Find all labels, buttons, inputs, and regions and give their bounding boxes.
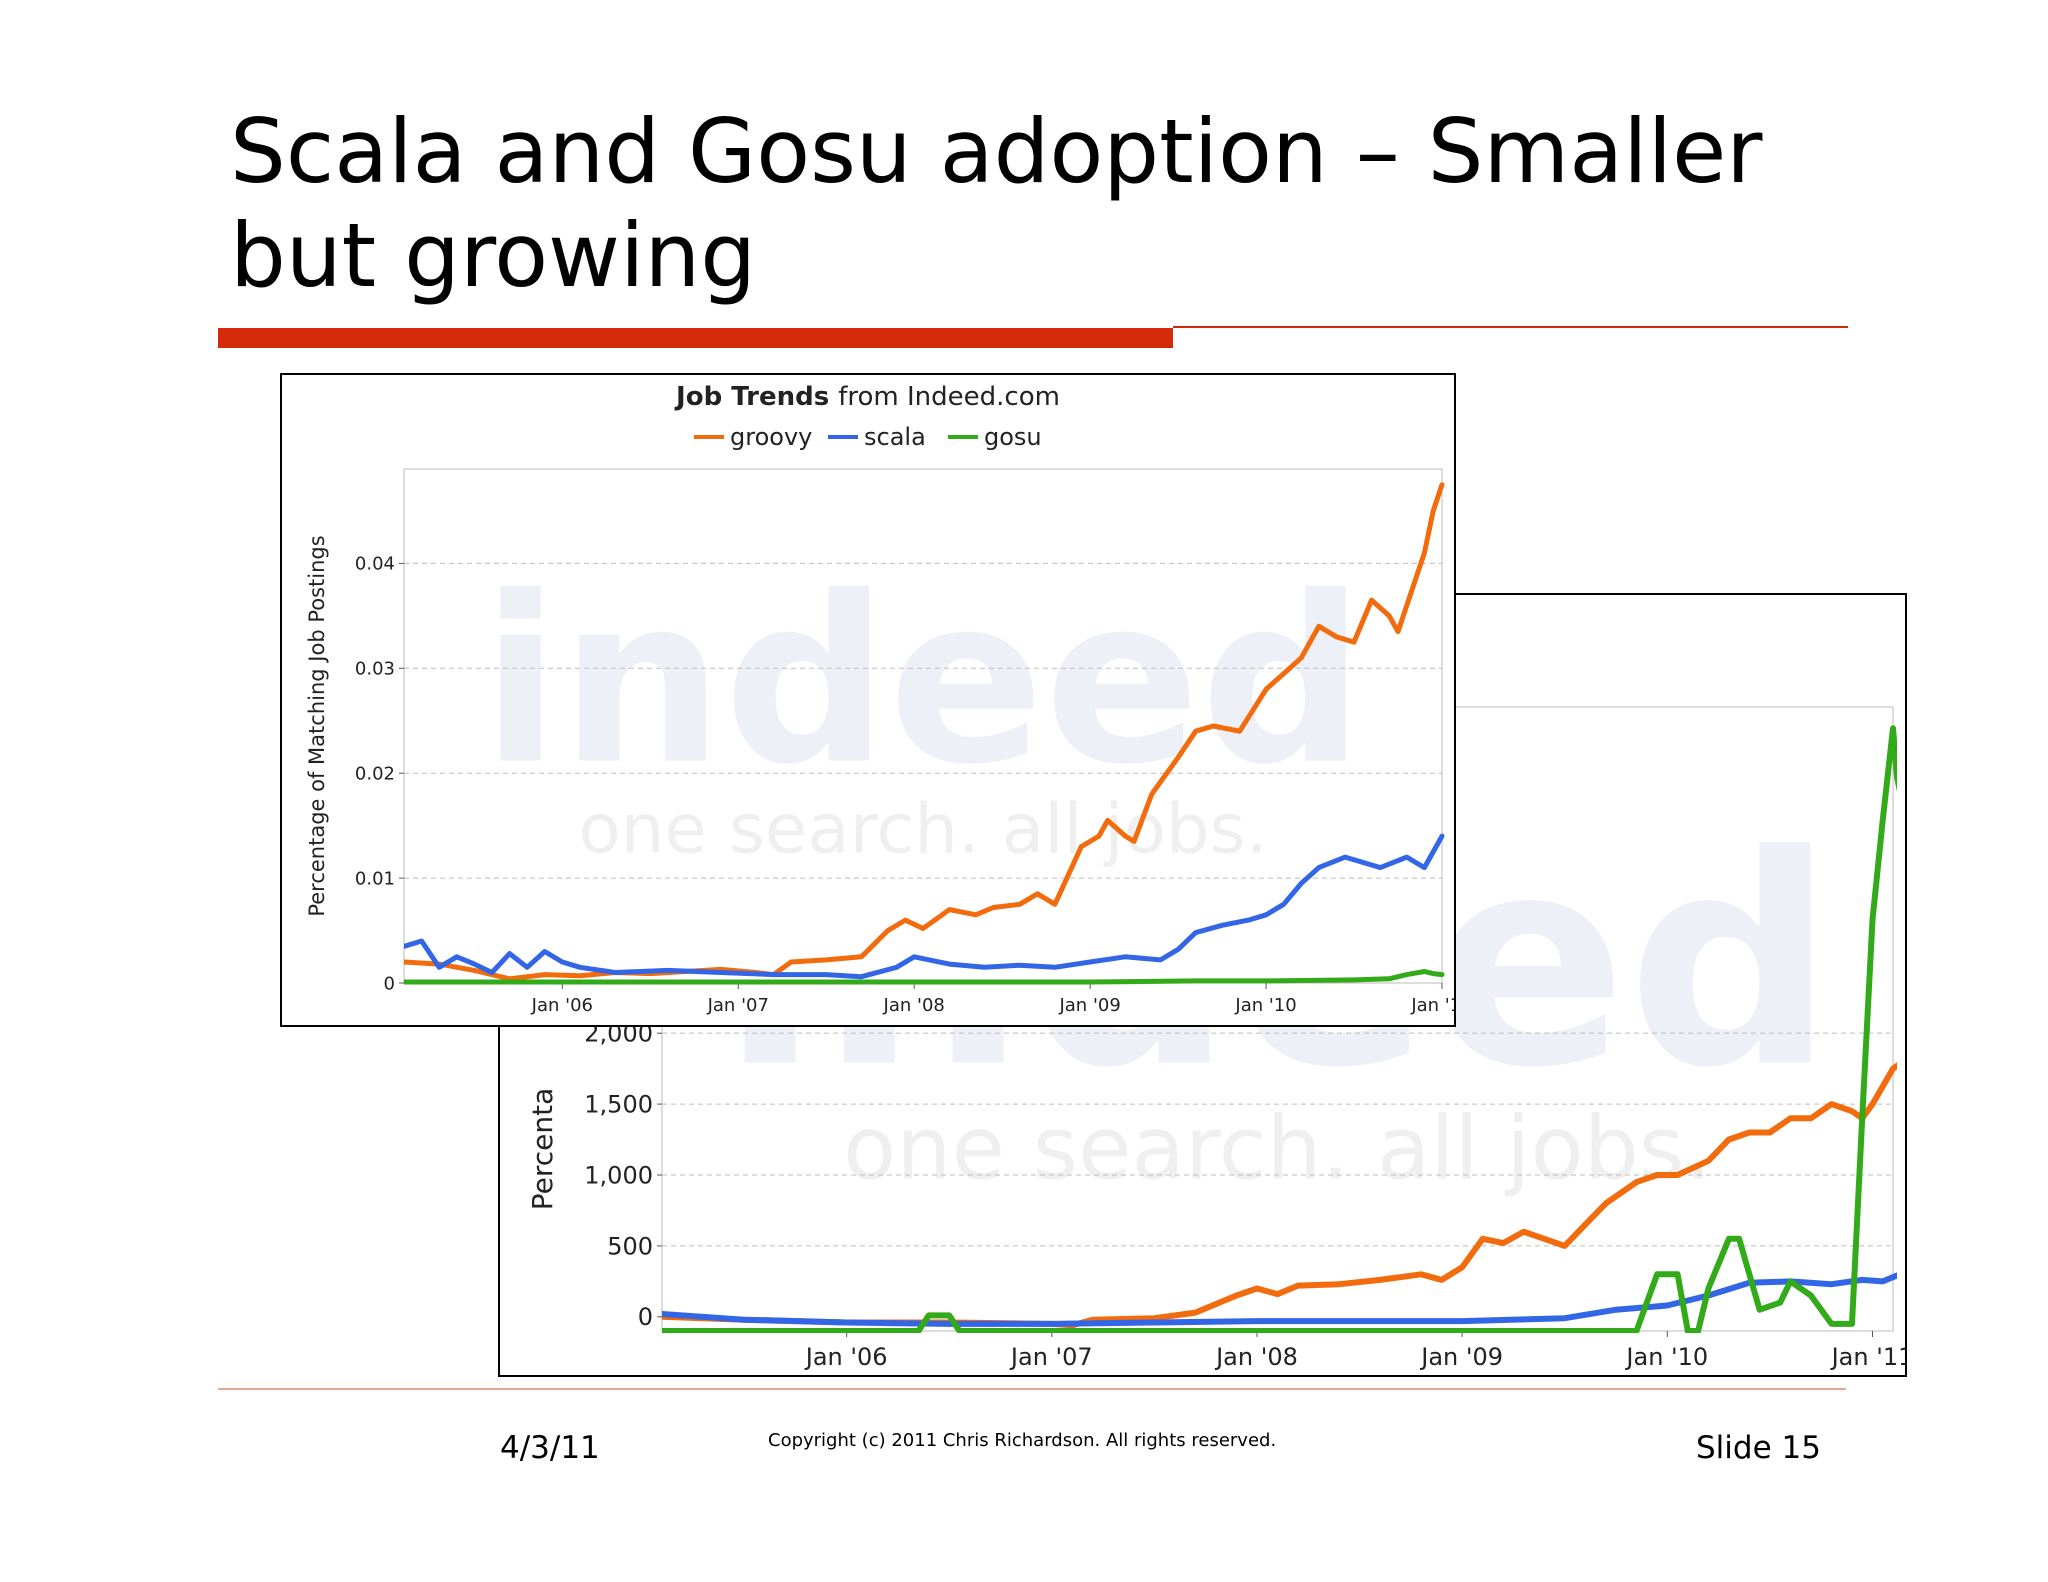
slide-title-line-2: but growing [230, 204, 757, 307]
footer-slide-number: Slide 15 [1696, 1430, 1821, 1466]
x-tick-label: Jan '11 [1830, 1343, 1905, 1371]
series-line-gosu [662, 725, 1897, 1333]
x-tick-label: Jan '06 [804, 1343, 888, 1371]
x-tick-label: Jan '09 [1419, 1343, 1503, 1371]
y-tick-label: 1,500 [584, 1090, 653, 1118]
chart-job-trends: indeed one search. all jobs. 0 0.01 0.02 0.03… [280, 373, 1456, 1027]
x-tick-label: Jan '06 [531, 995, 593, 1016]
title-underline-thick [218, 328, 1173, 348]
footer-date: 4/3/11 [500, 1430, 600, 1466]
chart-title-rest: from Indeed.com [838, 382, 1060, 412]
watermark-tagline: one search. all jobs. [578, 790, 1267, 870]
series-line-gosu [404, 969, 1445, 985]
footer-divider [218, 1388, 1846, 1390]
x-tick-label: Jan '10 [1624, 1343, 1708, 1371]
series-line-groovy [662, 1062, 1897, 1329]
legend-label-scala: scala [864, 423, 926, 451]
x-tick-label: Jan '07 [1009, 1343, 1093, 1371]
watermark-tagline: one search. all jobs. [843, 1098, 1712, 1200]
y-tick-label: 0.01 [355, 868, 395, 889]
y-axis-label: Percentage of Matching Job Postings [305, 535, 329, 916]
y-tick-label: 500 [607, 1232, 653, 1260]
slide-title: Scala and Gosu adoption – Smaller but gr… [230, 100, 1930, 308]
y-axis-label: Percenta [526, 1088, 559, 1211]
y-tick-label: 0.03 [355, 659, 395, 680]
x-tick-label: Jan '10 [1234, 995, 1296, 1016]
title-underline-thin [1173, 326, 1848, 328]
x-tick-label: Jan '08 [1214, 1343, 1298, 1371]
y-tick-label: 1,000 [584, 1161, 653, 1189]
x-tick-label: Jan '08 [883, 995, 945, 1016]
chart-legend: groovy scala gosu [694, 423, 1042, 451]
slide-title-line-1: Scala and Gosu adoption – Smaller [230, 100, 1763, 203]
y-tick-label: 0 [384, 973, 395, 994]
watermark-logo: indeed [481, 549, 1365, 816]
x-tick-label: Jan '11 [1410, 995, 1454, 1016]
series-line-scala [404, 833, 1445, 980]
chart-title-bold: Job Trends [674, 382, 838, 412]
y-tick-label: 0 [638, 1303, 653, 1331]
legend-label-groovy: groovy [730, 423, 812, 451]
chart-title: Job Trends from Indeed.com [674, 382, 1060, 412]
legend-label-gosu: gosu [984, 423, 1042, 451]
plot-area [403, 468, 1443, 984]
footer-copyright: Copyright (c) 2011 Chris Richardson. All… [768, 1430, 1277, 1451]
x-tick-label: Jan '07 [707, 995, 769, 1016]
y-tick-label: 0.02 [355, 764, 395, 785]
y-tick-label: 0.04 [355, 554, 395, 575]
x-tick-label: Jan '09 [1058, 995, 1120, 1016]
